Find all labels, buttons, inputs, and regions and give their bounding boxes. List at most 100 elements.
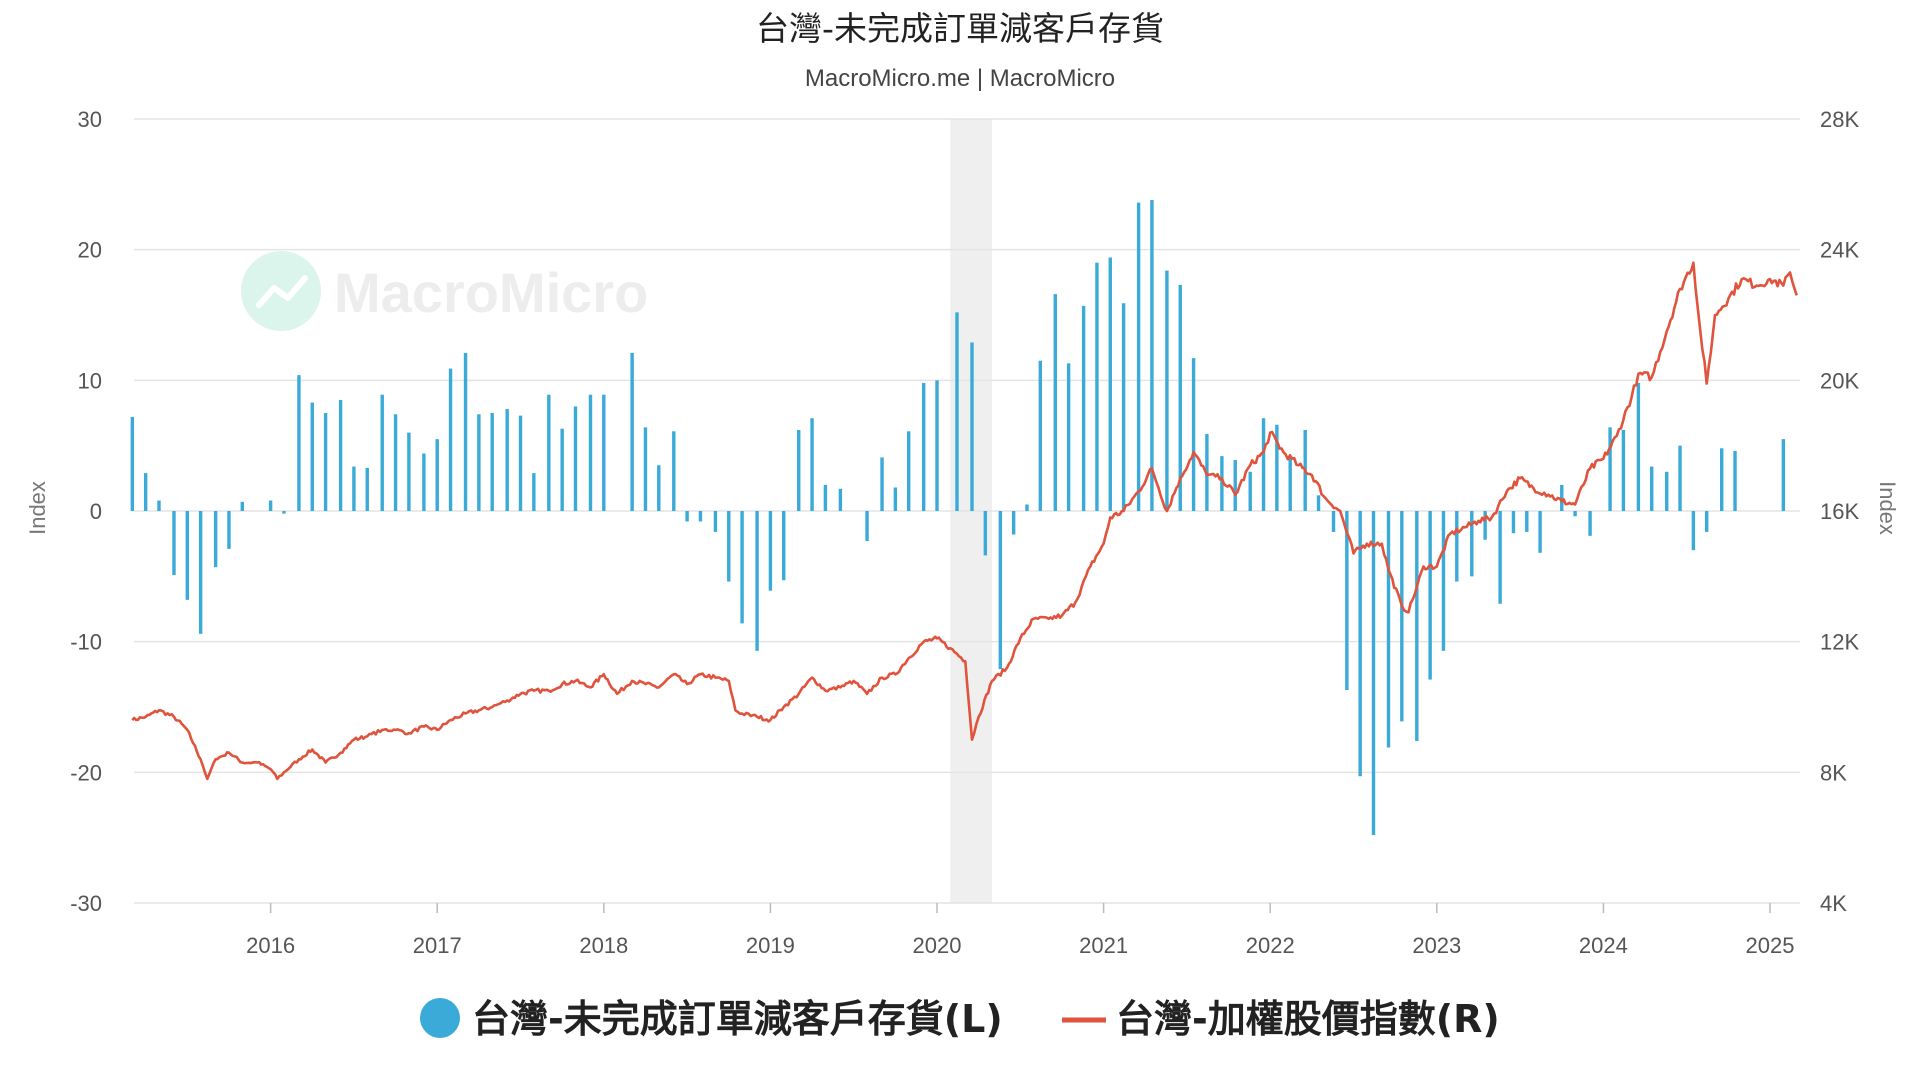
bar — [1650, 466, 1654, 511]
bar — [1636, 382, 1641, 511]
bar — [435, 439, 439, 511]
bar — [1665, 471, 1669, 511]
y-right-tick-label: 28K — [1820, 107, 1859, 132]
bar — [393, 414, 398, 511]
grid-layer — [134, 118, 1800, 904]
bar — [1400, 511, 1404, 722]
bar — [740, 511, 744, 624]
legend: 台灣-未完成訂單減客戶存貨(L) 台灣-加權股價指數(R) — [420, 997, 1500, 1041]
bar — [130, 416, 135, 511]
bar — [1165, 270, 1169, 511]
y-right-tick-label: 24K — [1820, 238, 1859, 263]
bar — [172, 511, 176, 576]
x-tick-label: 2022 — [1246, 933, 1295, 958]
bar — [1261, 418, 1266, 511]
bar — [970, 342, 974, 511]
bar — [1538, 511, 1542, 553]
bar — [1415, 511, 1419, 741]
bar — [955, 312, 959, 511]
bar — [1525, 511, 1529, 532]
bar — [1095, 262, 1099, 511]
legend-item-line[interactable]: 台灣-加權股價指數(R) — [1062, 997, 1500, 1041]
bar — [838, 488, 843, 511]
bar — [490, 413, 494, 511]
y-right-tick-label: 12K — [1820, 630, 1859, 655]
bar — [1498, 511, 1502, 604]
bar — [1441, 511, 1446, 651]
bar — [1608, 427, 1612, 511]
bar — [1588, 511, 1592, 536]
bar — [1470, 511, 1474, 577]
bar — [685, 511, 689, 522]
bar — [1233, 460, 1237, 511]
bar — [240, 501, 244, 511]
bar — [935, 380, 939, 511]
bar — [983, 511, 988, 556]
bar — [1066, 363, 1071, 511]
bar — [1573, 511, 1577, 517]
bar — [157, 500, 161, 511]
bar — [282, 511, 286, 514]
bar — [588, 394, 593, 511]
bar — [477, 414, 481, 511]
bar — [227, 511, 231, 549]
bar — [407, 432, 411, 511]
bar — [213, 511, 218, 568]
x-tick-label: 2020 — [913, 933, 962, 958]
y-right-tick-label: 4K — [1820, 891, 1847, 916]
bar — [1719, 448, 1724, 511]
bar — [672, 431, 676, 511]
legend-label-line: 台灣-加權股價指數(R) — [1116, 997, 1500, 1041]
bar — [143, 473, 148, 511]
bar — [1053, 294, 1057, 511]
bar — [797, 429, 801, 511]
legend-item-bars[interactable]: 台灣-未完成訂單減客戶存貨(L) — [420, 997, 1003, 1041]
bar — [1248, 471, 1252, 511]
bar — [880, 457, 884, 511]
bar — [505, 409, 509, 511]
bar — [1288, 457, 1292, 511]
bar — [865, 511, 869, 542]
y-left-tick-label: -20 — [70, 760, 102, 785]
y-left-tick-label: 30 — [78, 107, 102, 132]
bar — [1331, 511, 1336, 532]
y-right-tick-label: 8K — [1820, 760, 1847, 785]
bar — [1781, 439, 1786, 511]
bar — [1371, 511, 1376, 836]
bar — [1178, 284, 1182, 511]
y-right-tick-label: 20K — [1820, 368, 1859, 393]
watermark-text: MacroMicro — [334, 261, 648, 324]
y-left-tick-label: -30 — [70, 891, 102, 916]
bar — [518, 415, 523, 511]
bar — [755, 511, 759, 651]
y-axis-right: 28K 24K 20K 16K 12K 8K 4K — [1820, 107, 1859, 916]
x-tick-label: 2017 — [413, 933, 462, 958]
bar — [1386, 511, 1391, 748]
bar — [810, 418, 814, 511]
bar — [1081, 305, 1086, 511]
bar — [1191, 358, 1196, 511]
x-tick-label: 2019 — [746, 933, 795, 958]
y-left-tick-label: -10 — [70, 630, 102, 655]
bar — [1025, 504, 1029, 511]
bar — [1121, 303, 1126, 511]
bar — [338, 399, 343, 511]
bar — [1705, 511, 1709, 532]
bar — [1511, 511, 1516, 534]
x-tick-label: 2018 — [579, 933, 628, 958]
bar — [906, 431, 911, 511]
x-tick-label: 2025 — [1746, 933, 1795, 958]
bar — [573, 406, 578, 511]
bar — [422, 453, 426, 511]
chart-title: 台灣-未完成訂單減客戶存貨 — [756, 9, 1164, 48]
x-tick-label: 2024 — [1579, 933, 1628, 958]
bar — [463, 352, 468, 511]
bar — [198, 511, 203, 634]
bar — [713, 511, 718, 532]
bar — [323, 413, 328, 511]
bar — [1483, 511, 1487, 540]
bar — [698, 511, 703, 522]
bar — [602, 394, 606, 511]
bar — [560, 428, 564, 511]
